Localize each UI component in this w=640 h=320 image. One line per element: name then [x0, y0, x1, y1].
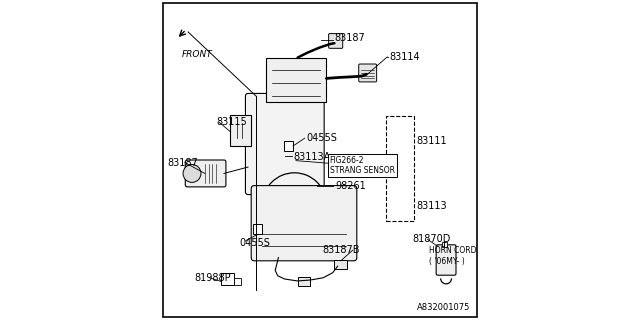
- Bar: [230, 115, 251, 146]
- Text: 83187: 83187: [167, 157, 198, 168]
- Text: FIG266-2
STRANG SENSOR: FIG266-2 STRANG SENSOR: [330, 156, 395, 175]
- Text: A832001075: A832001075: [417, 303, 470, 312]
- Text: 83115: 83115: [216, 117, 247, 127]
- Text: 83187: 83187: [334, 33, 365, 44]
- FancyBboxPatch shape: [246, 93, 324, 195]
- Bar: [221, 273, 234, 285]
- Bar: [266, 58, 326, 102]
- Bar: [298, 277, 310, 286]
- Text: 0455S: 0455S: [239, 238, 270, 248]
- Text: FRONT: FRONT: [182, 50, 212, 59]
- Bar: [234, 278, 241, 285]
- Bar: [442, 242, 447, 247]
- Text: 83187B: 83187B: [323, 245, 360, 255]
- FancyBboxPatch shape: [251, 186, 357, 261]
- Text: 81988P: 81988P: [195, 273, 231, 283]
- FancyBboxPatch shape: [436, 245, 456, 275]
- Bar: [385, 116, 414, 221]
- Text: 83114: 83114: [390, 52, 420, 62]
- Text: 98261: 98261: [335, 181, 366, 191]
- Text: 0455S: 0455S: [307, 132, 337, 143]
- FancyBboxPatch shape: [329, 34, 343, 48]
- FancyBboxPatch shape: [359, 64, 376, 82]
- FancyBboxPatch shape: [186, 160, 226, 187]
- Text: HORN CORD
( '06MY- ): HORN CORD ( '06MY- ): [429, 246, 476, 266]
- Text: 83113A: 83113A: [294, 152, 331, 162]
- Text: 83113: 83113: [416, 201, 447, 212]
- Circle shape: [183, 164, 201, 182]
- Text: 83111: 83111: [416, 136, 447, 147]
- Text: 81870D: 81870D: [412, 234, 451, 244]
- Bar: [284, 141, 293, 151]
- Bar: [334, 260, 347, 269]
- Bar: [253, 224, 262, 234]
